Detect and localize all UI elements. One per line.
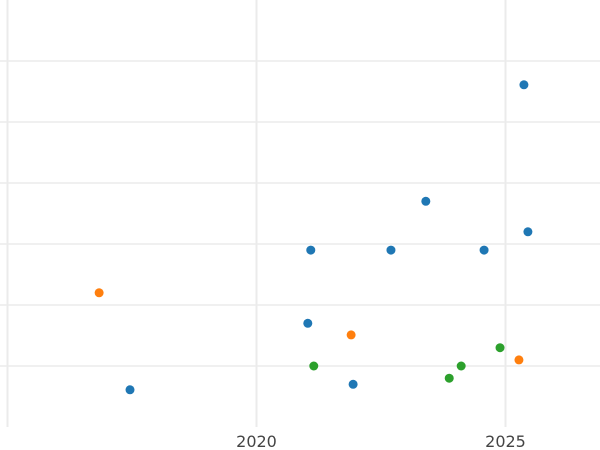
data-point-series-2: [495, 343, 505, 353]
data-point-series-0: [303, 318, 313, 328]
data-point-series-0: [519, 80, 529, 90]
data-point-series-1: [514, 355, 524, 365]
data-point-series-0: [125, 385, 135, 395]
x-tick-label: 2020: [236, 432, 277, 450]
data-point-series-0: [479, 245, 489, 255]
data-point-series-2: [456, 361, 466, 371]
data-point-series-2: [444, 373, 454, 383]
grid: [0, 0, 600, 427]
data-point-series-0: [306, 245, 316, 255]
data-point-series-2: [309, 361, 319, 371]
data-point-series-0: [348, 379, 358, 389]
data-points: [94, 80, 533, 395]
x-tick-label: 2025: [485, 432, 526, 450]
data-point-series-0: [421, 196, 431, 206]
data-point-series-1: [94, 288, 104, 298]
x-tick-labels: 2020 2025: [236, 432, 526, 450]
data-point-series-0: [386, 245, 396, 255]
data-point-series-0: [523, 227, 533, 237]
data-point-series-1: [346, 330, 356, 340]
